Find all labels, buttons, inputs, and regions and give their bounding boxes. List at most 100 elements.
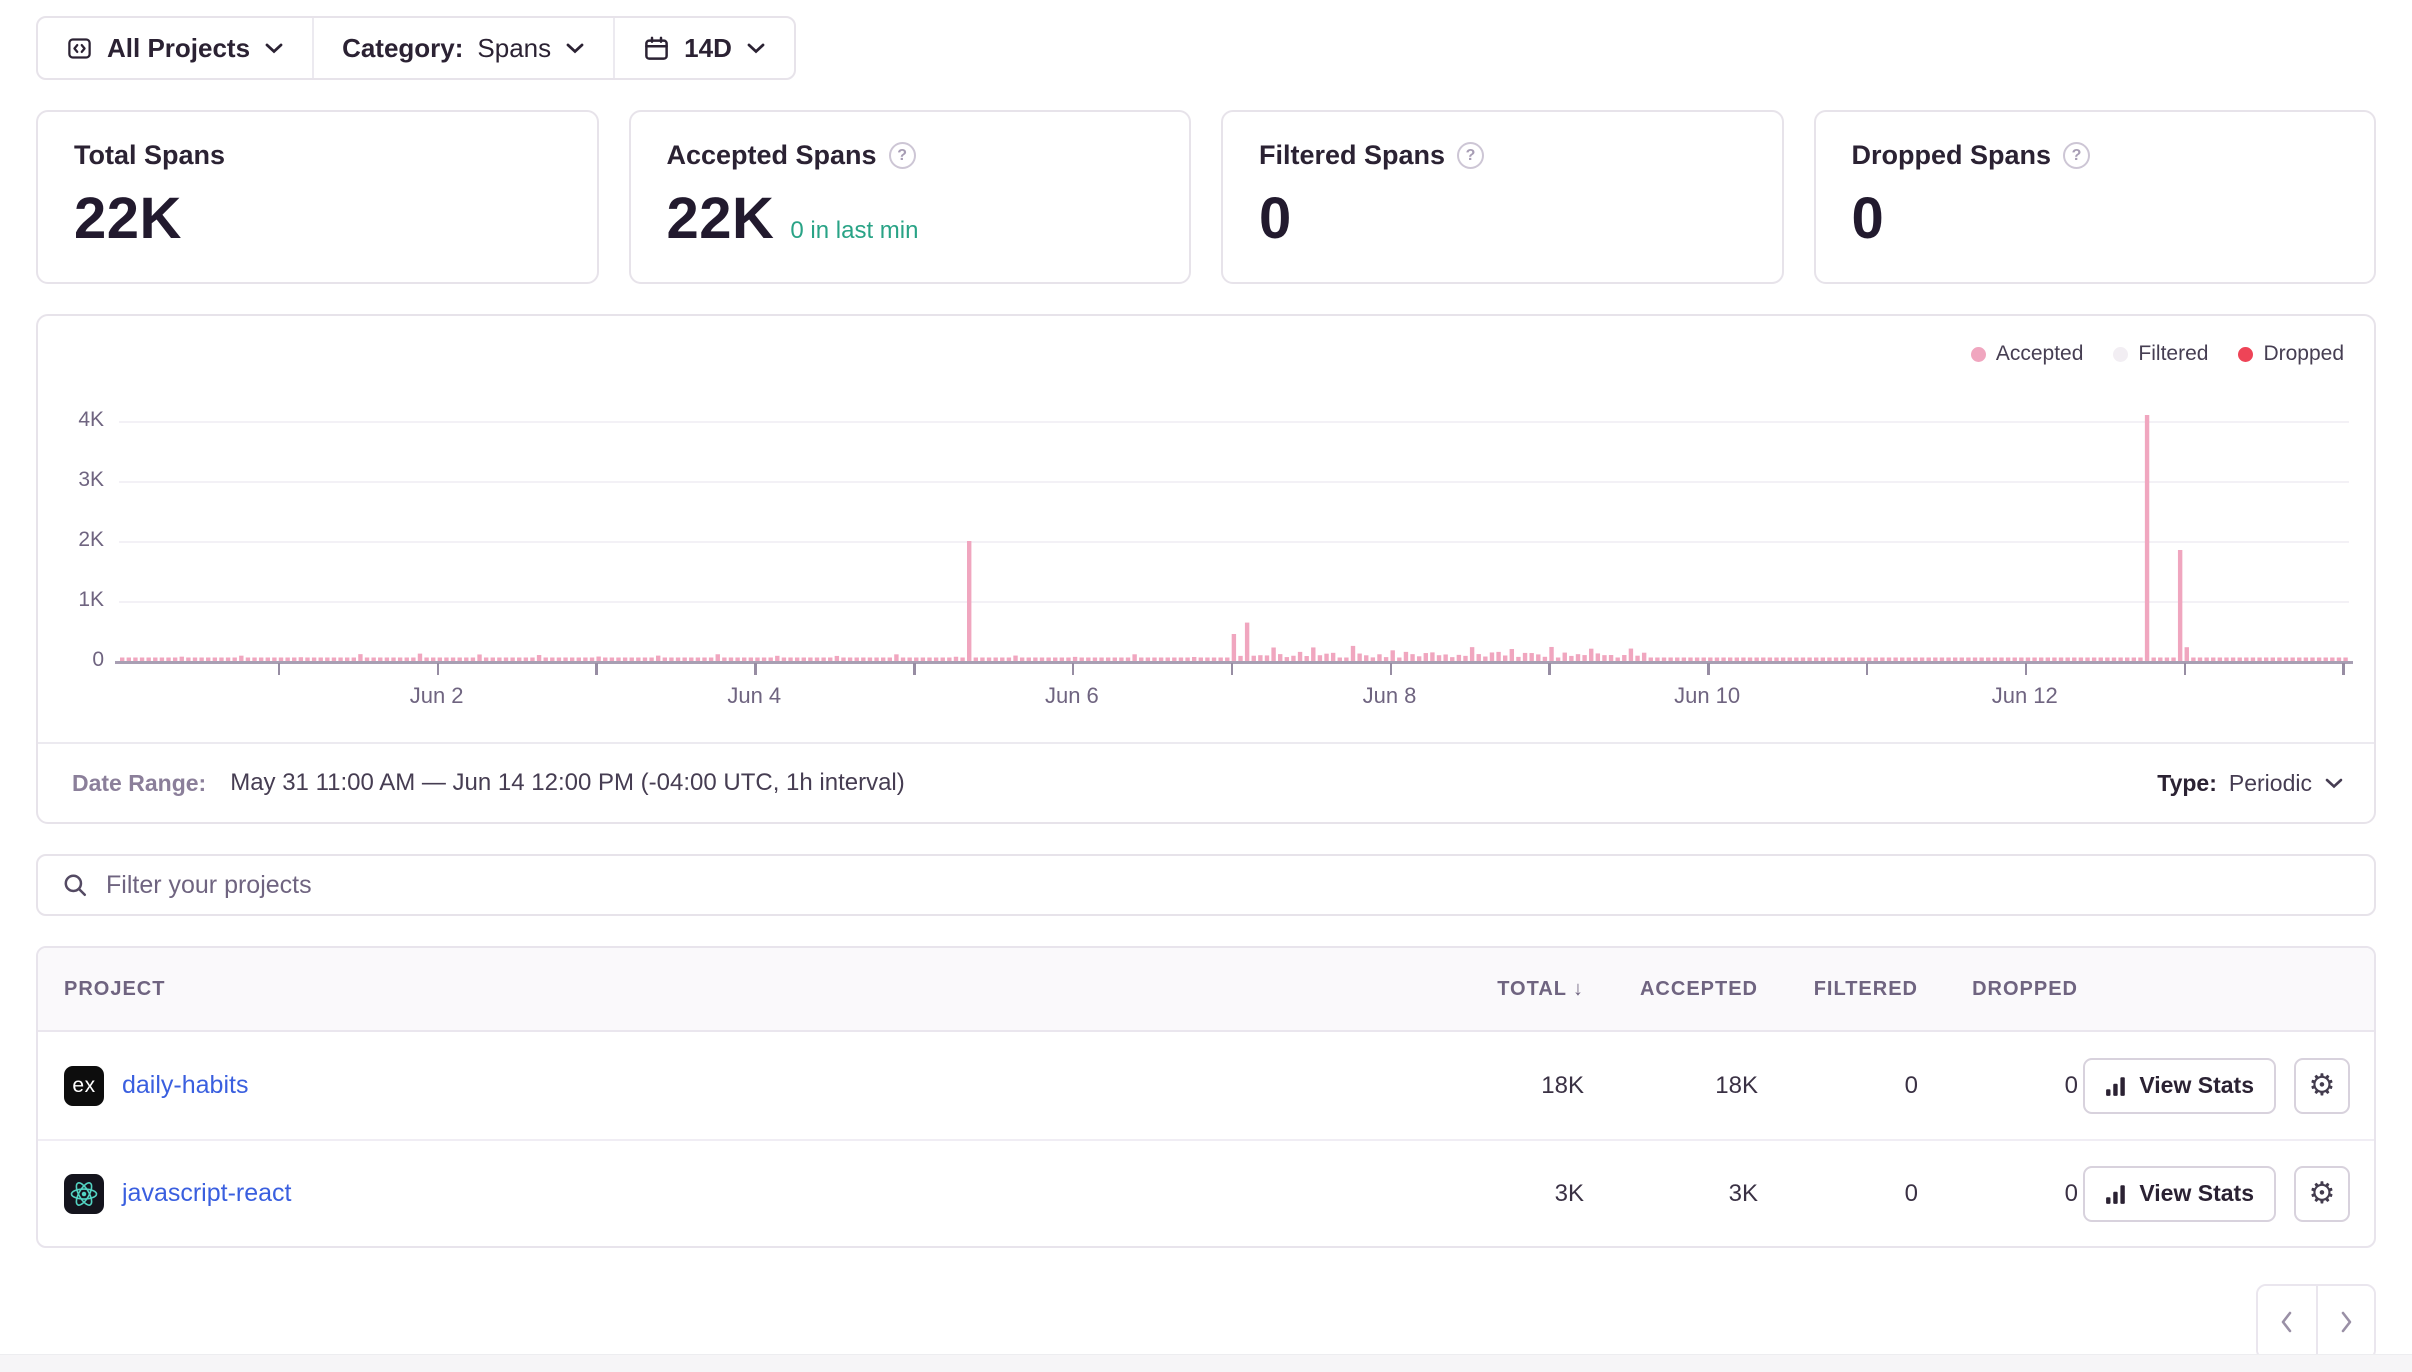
- filtered-spans-title: Filtered Spans: [1259, 140, 1446, 170]
- bar-chart-icon: [2106, 1076, 2126, 1096]
- spans-chart: Accepted Filtered Dropped 0 1K 2K 3K 4K Jun 2…: [38, 316, 2374, 744]
- next-page-button[interactable]: [2316, 1286, 2374, 1358]
- project-filter-dropdown[interactable]: All Projects: [38, 18, 312, 78]
- dropped-spans-card: Dropped Spans ? 0: [1813, 110, 2376, 284]
- search-input[interactable]: [106, 870, 2350, 900]
- chevron-down-icon: [2325, 778, 2343, 789]
- total-cell: 3K: [1554, 1179, 1584, 1207]
- accepted-spans-title: Accepted Spans: [666, 140, 877, 170]
- help-icon[interactable]: ?: [888, 142, 916, 169]
- view-stats-button[interactable]: View Stats: [2083, 1057, 2276, 1114]
- column-header-project[interactable]: Project: [64, 977, 166, 1000]
- total-spans-value: 22K: [74, 186, 182, 251]
- category-filter-dropdown[interactable]: Category: Spans: [312, 18, 613, 78]
- chevron-down-icon: [265, 43, 283, 54]
- dropped-cell: 0: [2064, 1071, 2078, 1099]
- help-icon[interactable]: ?: [2063, 142, 2091, 169]
- x-axis-label: Jun 4: [727, 683, 782, 708]
- project-link-javascript-react[interactable]: javascript-react: [122, 1179, 292, 1207]
- accepted-spans-value: 22K: [666, 186, 775, 251]
- chart-gridline: [119, 541, 2349, 543]
- x-axis-tick: [1389, 663, 1392, 675]
- x-axis-tick: [1707, 663, 1710, 675]
- sort-desc-icon: ↓: [1573, 977, 1584, 1000]
- accepted-cell: 3K: [1728, 1179, 1758, 1207]
- chevron-left-icon: [2281, 1311, 2292, 1333]
- accepted-last-min-badge: 0 in last min: [790, 217, 919, 244]
- gear-icon: ⚙: [2308, 1177, 2336, 1210]
- y-axis-label: 2K: [78, 528, 104, 551]
- chart-plot-area[interactable]: 0 1K 2K 3K 4K Jun 2 Jun 4 Jun 6 Jun 8 Jun 10 Jun 1…: [38, 316, 2374, 744]
- column-header-dropped[interactable]: Dropped: [1972, 977, 2078, 1000]
- table-row: javascript-react 3K 3K 0 0 View Stats ⚙: [38, 1139, 2374, 1246]
- chevron-down-icon: [566, 43, 584, 54]
- project-settings-button[interactable]: ⚙: [2294, 1057, 2350, 1114]
- x-axis-tick: [2342, 663, 2345, 675]
- filtered-dot-icon: [2113, 346, 2129, 362]
- dropped-spans-title: Dropped Spans: [1851, 140, 2052, 170]
- search-icon: [64, 874, 86, 896]
- dropped-dot-icon: [2238, 346, 2254, 362]
- pagination: [36, 1284, 2376, 1360]
- x-axis-label: Jun 6: [1044, 683, 1099, 708]
- x-axis-tick: [436, 663, 440, 675]
- y-axis-label: 4K: [78, 408, 104, 431]
- chart-gridline: [119, 601, 2349, 603]
- x-axis-tick: [1230, 663, 1234, 675]
- project-link-daily-habits[interactable]: daily-habits: [122, 1071, 249, 1099]
- dropped-cell: 0: [2064, 1179, 2078, 1207]
- legend-item-dropped[interactable]: Dropped: [2238, 342, 2344, 366]
- project-filter-label: All Projects: [107, 32, 251, 63]
- y-axis-label: 1K: [78, 588, 104, 611]
- y-axis-label: 3K: [78, 468, 104, 491]
- category-filter-value: Spans: [477, 32, 552, 63]
- table-header-row: Project Total ↓ Accepted Filtered Dropped: [38, 948, 2374, 1032]
- gear-icon: ⚙: [2308, 1069, 2336, 1102]
- x-axis-tick: [1071, 663, 1075, 675]
- filtered-cell: 0: [1904, 1071, 1918, 1099]
- accepted-spans-card: Accepted Spans ? 22K 0 in last min: [628, 110, 1191, 284]
- project-settings-button[interactable]: ⚙: [2294, 1165, 2350, 1222]
- total-spans-card: Total Spans 22K: [36, 110, 599, 284]
- x-axis-tick: [913, 663, 916, 675]
- column-header-accepted[interactable]: Accepted: [1639, 977, 1758, 1000]
- x-axis-tick: [754, 663, 757, 675]
- projects-icon: [68, 37, 91, 59]
- accepted-dot-icon: [1970, 346, 1986, 362]
- x-axis-tick: [2024, 663, 2028, 675]
- project-search-bar: [36, 854, 2376, 916]
- bar-chart-icon: [2106, 1184, 2126, 1204]
- help-icon[interactable]: ?: [1457, 142, 1485, 169]
- filter-bar: All Projects Category: Spans 14D: [36, 16, 796, 80]
- x-axis-line: [115, 661, 2353, 664]
- accepted-cell: 18K: [1715, 1071, 1758, 1099]
- chart-footer: Date Range: May 31 11:00 AM — Jun 14 12:…: [38, 742, 2374, 822]
- category-filter-label: Category:: [342, 32, 464, 63]
- calendar-icon: [645, 36, 669, 60]
- x-axis-label: Jun 12: [1991, 683, 2058, 708]
- table-row: ex daily-habits 18K 18K 0 0 View Stats ⚙: [38, 1032, 2374, 1139]
- filtered-cell: 0: [1904, 1179, 1918, 1207]
- type-dropdown[interactable]: Type: Periodic: [2157, 770, 2344, 797]
- bottom-strip: [0, 1354, 2412, 1372]
- date-period-dropdown[interactable]: 14D: [613, 18, 794, 78]
- column-header-filtered[interactable]: Filtered: [1813, 977, 1918, 1000]
- react-platform-icon: [64, 1173, 104, 1214]
- spans-bars-svg: [120, 415, 2348, 661]
- x-axis-label: Jun 2: [409, 683, 464, 708]
- legend-item-accepted[interactable]: Accepted: [1970, 342, 2083, 366]
- filtered-spans-card: Filtered Spans ? 0: [1221, 110, 1784, 284]
- legend-item-filtered[interactable]: Filtered: [2113, 342, 2208, 366]
- stat-cards-row: Total Spans 22K Accepted Spans ? 22K 0 i…: [36, 110, 2376, 284]
- chevron-down-icon: [747, 43, 765, 54]
- previous-page-button[interactable]: [2258, 1286, 2316, 1358]
- date-range-label: Date Range:: [72, 769, 207, 796]
- x-axis-tick: [1548, 663, 1551, 675]
- column-header-total[interactable]: Total ↓: [1497, 977, 1584, 1000]
- total-cell: 18K: [1541, 1071, 1584, 1099]
- view-stats-button[interactable]: View Stats: [2083, 1165, 2276, 1222]
- y-axis-label: 0: [92, 648, 104, 671]
- chart-gridline: [119, 481, 2349, 483]
- x-axis-tick: [2183, 663, 2187, 675]
